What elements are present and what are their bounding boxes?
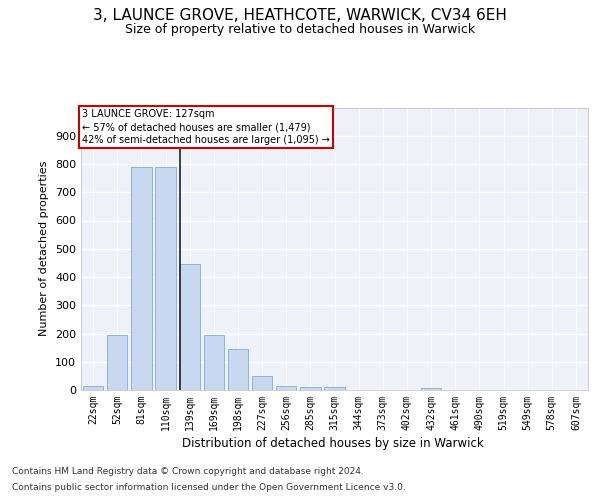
Bar <box>179 264 200 390</box>
Bar <box>252 376 272 390</box>
Bar <box>131 167 152 390</box>
Text: Contains public sector information licensed under the Open Government Licence v3: Contains public sector information licen… <box>12 482 406 492</box>
Text: 3 LAUNCE GROVE: 127sqm
← 57% of detached houses are smaller (1,479)
42% of semi-: 3 LAUNCE GROVE: 127sqm ← 57% of detached… <box>82 109 330 146</box>
Bar <box>83 386 103 390</box>
Bar <box>300 386 320 390</box>
Text: Size of property relative to detached houses in Warwick: Size of property relative to detached ho… <box>125 22 475 36</box>
Bar <box>203 335 224 390</box>
Bar <box>324 387 345 390</box>
Bar <box>107 335 127 390</box>
Text: Distribution of detached houses by size in Warwick: Distribution of detached houses by size … <box>182 438 484 450</box>
Bar <box>155 167 176 390</box>
Y-axis label: Number of detached properties: Number of detached properties <box>40 161 49 336</box>
Text: 3, LAUNCE GROVE, HEATHCOTE, WARWICK, CV34 6EH: 3, LAUNCE GROVE, HEATHCOTE, WARWICK, CV3… <box>93 8 507 22</box>
Bar <box>227 349 248 390</box>
Bar <box>276 386 296 390</box>
Bar <box>421 388 442 390</box>
Text: Contains HM Land Registry data © Crown copyright and database right 2024.: Contains HM Land Registry data © Crown c… <box>12 468 364 476</box>
